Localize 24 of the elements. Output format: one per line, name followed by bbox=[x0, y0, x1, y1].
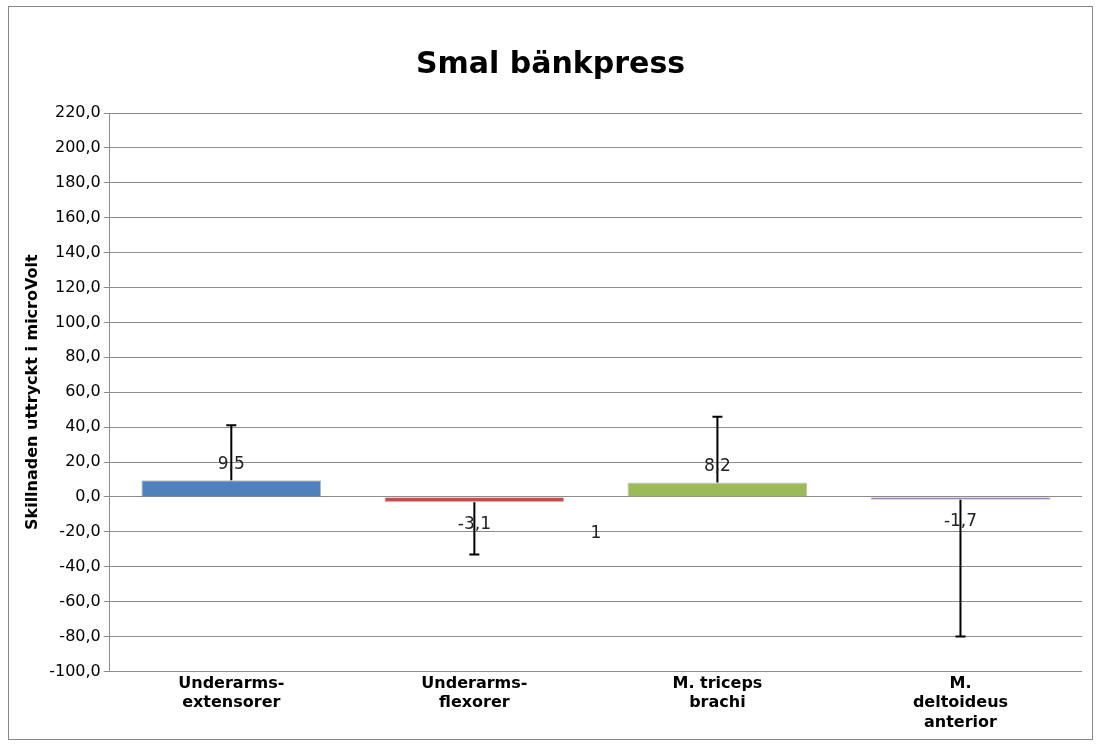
y-tick-label: 120,0 bbox=[54, 276, 101, 296]
x-tick-label: M. deltoideus anterior bbox=[912, 673, 1009, 731]
x-tick-label: M. triceps brachi bbox=[672, 673, 763, 712]
x-tick-label: Underarms- flexorer bbox=[421, 673, 528, 712]
y-tick-label: 160,0 bbox=[54, 206, 101, 226]
y-tick-label: 220,0 bbox=[54, 102, 101, 122]
y-axis-title: Skillnaden uttryckt i microVolt bbox=[21, 254, 41, 531]
y-tick-label: -60,0 bbox=[59, 590, 101, 610]
y-tick-label: 20,0 bbox=[65, 451, 101, 471]
y-tick-label: 0,0 bbox=[75, 486, 101, 506]
y-tick-label: -100,0 bbox=[49, 660, 101, 680]
annotation: 1 bbox=[590, 522, 602, 543]
y-tick-label: -80,0 bbox=[59, 625, 101, 645]
y-tick-label: 200,0 bbox=[54, 137, 101, 157]
y-tick-label: 180,0 bbox=[54, 171, 101, 191]
y-tick-label: -20,0 bbox=[59, 520, 101, 540]
y-tick-label: 140,0 bbox=[54, 241, 101, 261]
x-tick-label: Underarms- extensorer bbox=[178, 673, 285, 712]
chart-title: Smal bänkpress bbox=[415, 44, 686, 80]
y-tick-label: 80,0 bbox=[65, 346, 101, 366]
y-tick-label: -40,0 bbox=[59, 555, 101, 575]
y-tick-label: 40,0 bbox=[65, 416, 101, 436]
y-tick-label: 60,0 bbox=[65, 381, 101, 401]
y-tick-label: 100,0 bbox=[54, 311, 101, 331]
